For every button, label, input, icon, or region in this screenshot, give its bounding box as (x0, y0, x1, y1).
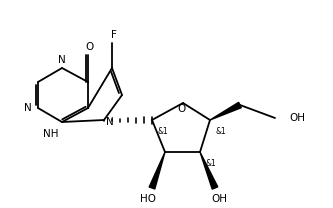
Polygon shape (149, 152, 165, 189)
Text: O: O (177, 104, 186, 114)
Text: O: O (86, 42, 94, 52)
Polygon shape (210, 102, 241, 120)
Text: N: N (58, 55, 66, 65)
Text: OH: OH (289, 113, 305, 123)
Text: N: N (106, 117, 114, 127)
Text: F: F (111, 30, 117, 40)
Text: &1: &1 (205, 160, 216, 168)
Text: HO: HO (140, 194, 156, 204)
Text: N: N (24, 103, 32, 113)
Text: NH: NH (43, 129, 58, 139)
Text: OH: OH (211, 194, 227, 204)
Polygon shape (200, 152, 218, 189)
Text: &1: &1 (215, 128, 226, 136)
Text: &1: &1 (157, 128, 168, 136)
